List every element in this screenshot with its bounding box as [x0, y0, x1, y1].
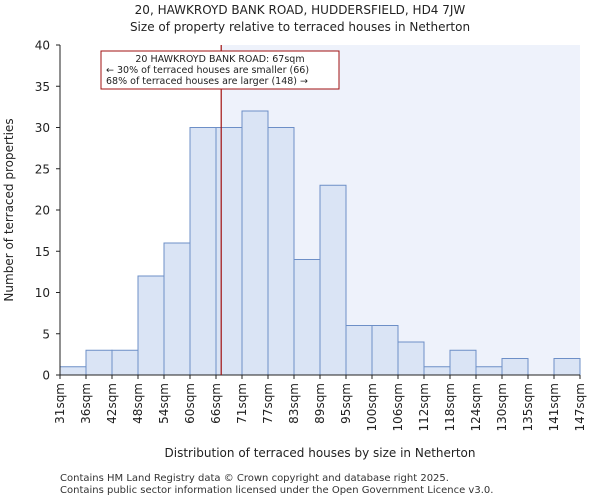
chart-title-line1: 20, HAWKROYD BANK ROAD, HUDDERSFIELD, HD… [135, 3, 466, 17]
annotation-line2: ← 30% of terraced houses are smaller (66… [106, 65, 309, 76]
x-tick-label: 112sqm [417, 383, 431, 431]
y-tick-label: 25 [35, 162, 50, 176]
x-tick-label: 36sqm [79, 383, 93, 424]
y-tick-label: 5 [42, 327, 50, 341]
y-tick-label: 35 [35, 80, 50, 94]
y-tick-label: 40 [35, 39, 50, 53]
x-tick-label: 118sqm [443, 383, 457, 431]
x-tick-label: 130sqm [495, 383, 509, 431]
x-tick-label: 83sqm [287, 383, 301, 424]
x-tick-label: 31sqm [53, 383, 67, 424]
histogram-bar [85, 349, 113, 376]
y-axis-label: Number of terraced properties [2, 118, 16, 301]
x-tick-label: 71sqm [235, 383, 249, 424]
histogram-bar [189, 127, 217, 376]
x-tick-label: 95sqm [339, 383, 353, 424]
annotation-box [100, 50, 340, 90]
y-tick-label: 0 [42, 369, 50, 383]
x-tick-label: 66sqm [209, 383, 223, 424]
histogram-bar [267, 127, 295, 376]
chart-title-line2: Size of property relative to terraced ho… [130, 20, 470, 34]
y-tick-label: 30 [35, 121, 50, 135]
x-tick-label: 124sqm [469, 383, 483, 431]
x-tick-label: 147sqm [573, 383, 587, 431]
x-tick-label: 135sqm [521, 383, 535, 431]
histogram-bar [345, 325, 373, 376]
histogram-bar [475, 366, 503, 376]
y-tick-label: 10 [35, 286, 50, 300]
histogram-bar [449, 349, 477, 376]
x-tick-label: 77sqm [261, 383, 275, 424]
annotation-line3: 68% of terraced houses are larger (148) … [106, 76, 308, 87]
x-tick-label: 60sqm [183, 383, 197, 424]
histogram-bar [423, 366, 451, 376]
histogram-bar [137, 275, 165, 376]
histogram-bar [371, 325, 399, 376]
histogram-bar [319, 184, 347, 376]
histogram-bar [163, 242, 191, 376]
footer-licence: Contains public sector information licen… [60, 485, 494, 496]
footer-copyright: Contains HM Land Registry data © Crown c… [60, 473, 449, 484]
x-tick-label: 100sqm [365, 383, 379, 431]
histogram-bar [553, 358, 581, 376]
histogram-bar [215, 127, 243, 376]
x-tick-label: 141sqm [547, 383, 561, 431]
x-axis-label: Distribution of terraced houses by size … [165, 446, 476, 460]
x-tick-label: 106sqm [391, 383, 405, 431]
x-tick-label: 54sqm [157, 383, 171, 424]
x-tick-label: 42sqm [105, 383, 119, 424]
histogram-bar [111, 349, 139, 376]
histogram-bar [59, 366, 87, 376]
histogram-bar [501, 358, 529, 376]
annotation-line1: 20 HAWKROYD BANK ROAD: 67sqm [135, 54, 304, 65]
histogram-bar [397, 341, 425, 376]
histogram-bar [293, 259, 321, 376]
y-tick-label: 15 [35, 245, 50, 259]
histogram-bar [241, 110, 269, 376]
x-tick-label: 89sqm [313, 383, 327, 424]
x-tick-label: 48sqm [131, 383, 145, 424]
y-tick-label: 20 [35, 204, 50, 218]
